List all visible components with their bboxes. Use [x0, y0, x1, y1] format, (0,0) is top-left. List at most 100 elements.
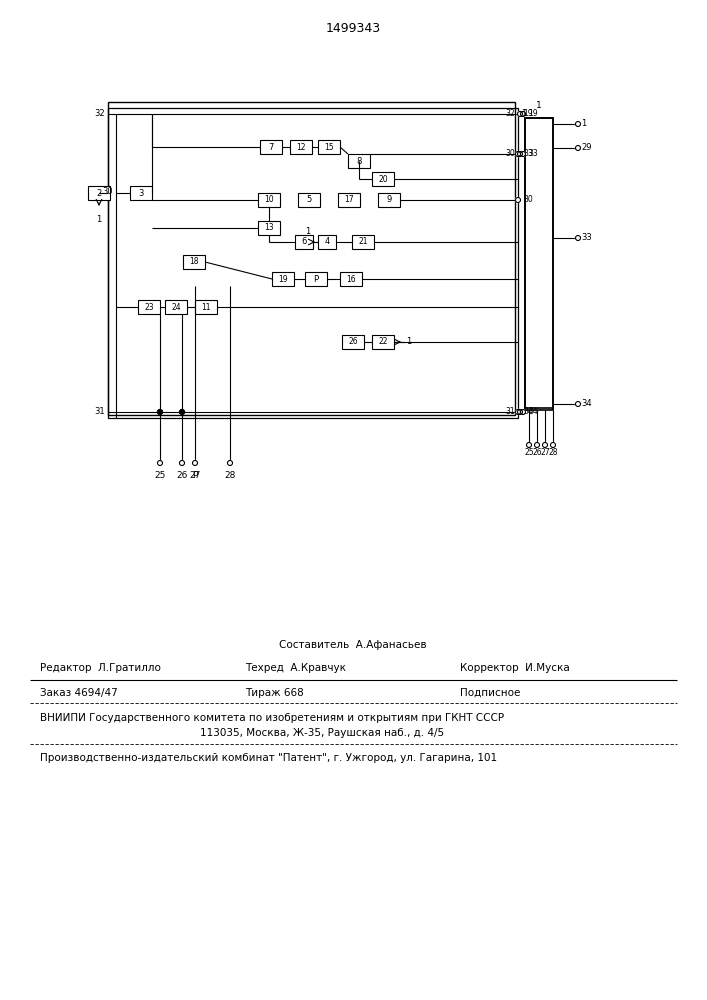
Bar: [272, 272, 294, 286]
Bar: [340, 272, 362, 286]
Text: 1: 1: [406, 338, 411, 347]
Bar: [372, 335, 394, 349]
Text: 1: 1: [521, 109, 526, 118]
Circle shape: [534, 442, 539, 448]
Text: 23: 23: [144, 302, 154, 312]
Text: 15: 15: [325, 142, 334, 151]
Text: 10: 10: [264, 196, 274, 205]
Bar: [183, 255, 205, 269]
Bar: [165, 300, 187, 314]
Text: 25: 25: [154, 471, 165, 480]
Text: ВНИИПИ Государственного комитета по изобретениям и открытиям при ГКНТ СССР: ВНИИПИ Государственного комитета по изоб…: [40, 713, 504, 723]
Text: 6: 6: [301, 237, 307, 246]
Text: 7: 7: [269, 142, 274, 151]
Text: 33: 33: [523, 149, 533, 158]
Text: 22: 22: [378, 338, 387, 347]
Text: 18: 18: [189, 257, 199, 266]
Text: 33: 33: [528, 149, 538, 158]
Bar: [348, 154, 370, 168]
Circle shape: [527, 442, 532, 448]
Circle shape: [515, 151, 520, 156]
Text: 1: 1: [96, 215, 102, 224]
Text: 19: 19: [528, 109, 537, 118]
Text: 8: 8: [356, 156, 362, 165]
Circle shape: [518, 151, 522, 156]
Bar: [352, 235, 374, 249]
Text: Корректор  И.Муска: Корректор И.Муска: [460, 663, 570, 673]
Bar: [318, 140, 340, 154]
Text: Тираж 668: Тираж 668: [245, 688, 304, 698]
Circle shape: [575, 145, 580, 150]
Bar: [195, 300, 217, 314]
Text: 30: 30: [506, 149, 515, 158]
Bar: [260, 140, 282, 154]
Text: 19: 19: [278, 274, 288, 284]
Bar: [258, 221, 280, 235]
Text: 12: 12: [296, 142, 305, 151]
Text: 32: 32: [94, 109, 105, 118]
Bar: [108, 108, 518, 418]
Text: 4: 4: [325, 237, 329, 246]
Circle shape: [228, 460, 233, 466]
Text: 28: 28: [548, 448, 558, 457]
Text: 33: 33: [581, 233, 592, 242]
Text: 28: 28: [224, 471, 235, 480]
Circle shape: [520, 410, 525, 414]
Text: P: P: [192, 471, 198, 480]
Text: 34: 34: [528, 408, 538, 416]
Bar: [525, 118, 553, 410]
Text: 16: 16: [346, 274, 356, 284]
Text: 26: 26: [176, 471, 187, 480]
Bar: [138, 300, 160, 314]
Circle shape: [551, 442, 556, 448]
Text: Производственно-издательский комбинат "Патент", г. Ужгород, ул. Гагарина, 101: Производственно-издательский комбинат "П…: [40, 753, 497, 763]
Circle shape: [518, 111, 522, 116]
Bar: [298, 193, 320, 207]
Bar: [130, 186, 152, 200]
Bar: [305, 272, 327, 286]
Text: Подписное: Подписное: [460, 688, 520, 698]
Text: 34: 34: [523, 408, 533, 416]
Text: 31: 31: [506, 408, 515, 416]
Text: 2: 2: [96, 188, 102, 198]
Circle shape: [192, 460, 197, 466]
Bar: [290, 140, 312, 154]
Text: Редактор  Л.Гратилло: Редактор Л.Гратилло: [40, 663, 161, 673]
Circle shape: [575, 121, 580, 126]
Bar: [318, 235, 336, 249]
Text: 17: 17: [344, 196, 354, 205]
Text: 20: 20: [378, 174, 388, 184]
Text: 25: 25: [524, 448, 534, 457]
Circle shape: [180, 460, 185, 466]
Circle shape: [158, 410, 163, 414]
Text: 5: 5: [306, 196, 312, 205]
Text: 24: 24: [171, 302, 181, 312]
Text: 34: 34: [581, 399, 592, 408]
Text: Техред  А.Кравчук: Техред А.Кравчук: [245, 663, 346, 673]
Circle shape: [158, 460, 163, 466]
Text: 1: 1: [536, 101, 542, 110]
Text: 19: 19: [523, 109, 532, 118]
Circle shape: [520, 111, 525, 116]
Text: 113035, Москва, Ж-35, Раушская наб., д. 4/5: 113035, Москва, Ж-35, Раушская наб., д. …: [200, 728, 444, 738]
Text: 27: 27: [189, 471, 201, 480]
Circle shape: [520, 151, 525, 156]
Text: 11: 11: [201, 302, 211, 312]
Bar: [88, 186, 110, 200]
Bar: [108, 102, 515, 415]
Bar: [258, 193, 280, 207]
Text: P: P: [313, 274, 319, 284]
Text: 30: 30: [103, 188, 113, 196]
Text: 3: 3: [139, 188, 144, 198]
Text: 31: 31: [94, 408, 105, 416]
Text: 21: 21: [358, 237, 368, 246]
Text: 29: 29: [581, 143, 592, 152]
Circle shape: [542, 442, 547, 448]
Circle shape: [575, 401, 580, 406]
Text: 32: 32: [506, 109, 515, 118]
Text: 1499343: 1499343: [325, 21, 380, 34]
Bar: [342, 335, 364, 349]
Text: 26: 26: [532, 448, 542, 457]
Text: 26: 26: [348, 338, 358, 347]
Text: 30: 30: [523, 196, 533, 205]
